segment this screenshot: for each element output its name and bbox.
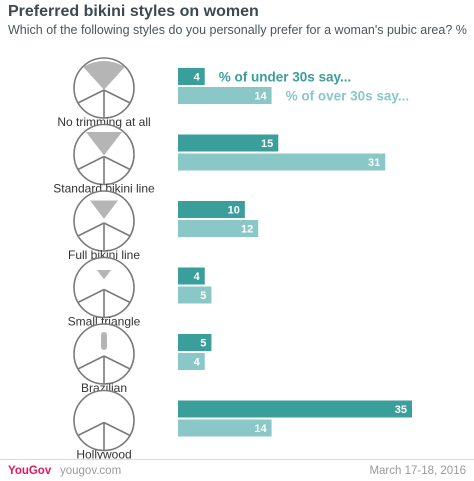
- chart-title: Preferred bikini styles on women: [8, 3, 259, 20]
- bar-under-30: [178, 68, 205, 85]
- category-label: Standard bikini line: [53, 182, 155, 196]
- bar-value-label: 35: [395, 404, 407, 416]
- bar-value-label: 5: [200, 338, 206, 350]
- full-bikini-line-icon: [73, 190, 135, 252]
- small-triangle-icon: [73, 256, 135, 319]
- bar-value-label: 14: [254, 423, 267, 435]
- bar-under-30: [178, 400, 412, 418]
- standard-bikini-line-icon: [73, 123, 135, 186]
- bar-over-30: [178, 153, 386, 171]
- bar-value-label: 4: [194, 357, 201, 369]
- bar-value-label: 5: [200, 290, 206, 302]
- bar-value-label: 12: [241, 224, 253, 236]
- bar-under-30: [178, 267, 205, 285]
- bar-under-30: [178, 334, 212, 351]
- bar-over-30: [178, 419, 272, 437]
- yougov-logo: YouGov: [8, 465, 52, 477]
- bar-over-30: [178, 87, 272, 104]
- bar-value-label: 4: [194, 271, 201, 283]
- footer-date: March 17-18, 2016: [369, 465, 466, 477]
- bar-value-label: 15: [261, 138, 273, 150]
- bar-value-label: 10: [228, 205, 240, 217]
- bar-over-30: [178, 220, 259, 237]
- bar-over-30: [178, 286, 212, 304]
- footer-divider: [0, 459, 474, 460]
- footer-site: yougov.com: [60, 465, 122, 477]
- bar-value-label: 14: [254, 91, 267, 103]
- bar-value-label: 31: [368, 157, 380, 169]
- hollywood-icon: [73, 389, 135, 452]
- chart-subtitle: Which of the following styles do you per…: [8, 23, 467, 37]
- category-label: Full bikini line: [68, 248, 140, 262]
- category-label: Brazilian: [81, 381, 127, 395]
- legend-over-30: % of over 30s say...: [286, 89, 410, 104]
- category-label: No trimming at all: [57, 115, 150, 129]
- bar-under-30: [178, 134, 279, 152]
- brazilian-icon: [73, 323, 135, 385]
- category-label: Small triangle: [68, 315, 141, 329]
- legend-under-30: % of under 30s say...: [219, 70, 352, 85]
- bar-under-30: [178, 201, 245, 218]
- bar-value-label: 4: [194, 72, 201, 84]
- bar-over-30: [178, 353, 205, 370]
- bar-chart: No trimming at all 4 % of under 30s say...…: [53, 57, 412, 461]
- no-trimming-icon: [73, 57, 135, 119]
- category-label: Hollywood: [76, 448, 131, 461]
